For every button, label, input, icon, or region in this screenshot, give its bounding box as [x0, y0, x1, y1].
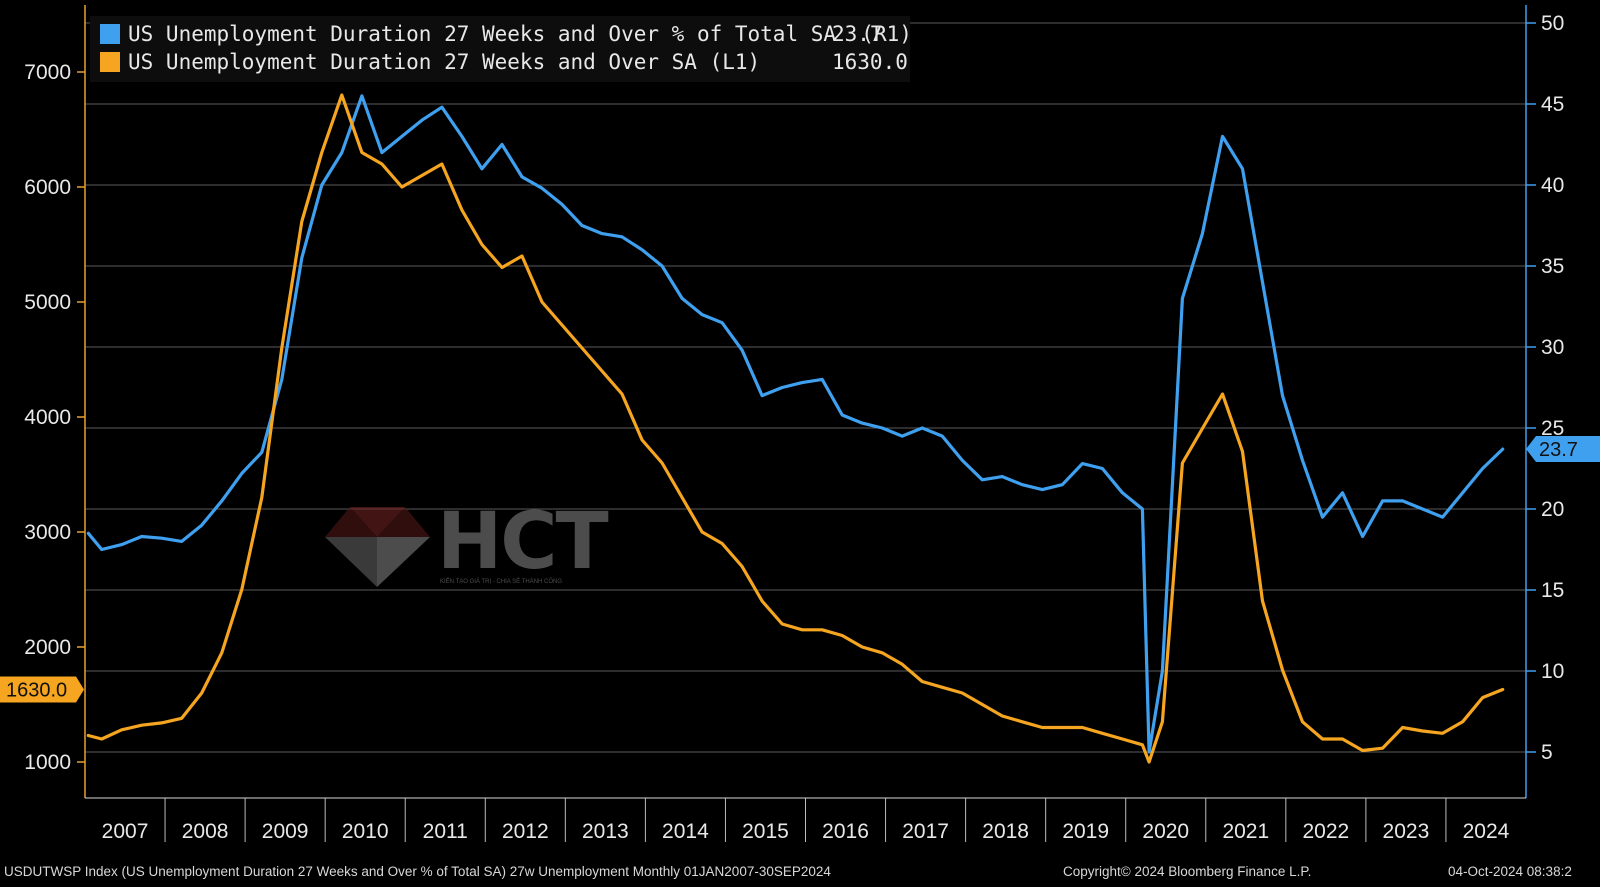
watermark-logo-icon	[325, 507, 430, 587]
legend-label-series2: US Unemployment Duration 27 Weeks and Ov…	[128, 50, 761, 74]
series-line-2	[86, 93, 1505, 764]
footer-timestamp: 04-Oct-2024 08:38:2	[1448, 864, 1572, 879]
footer-index-description: USDUTWSP Index (US Unemployment Duration…	[4, 864, 831, 879]
left-tick-label: 7000	[24, 61, 71, 84]
left-tick-label: 6000	[24, 176, 71, 199]
right-tick-label: 40	[1541, 174, 1564, 197]
left-tick-label: 2000	[24, 636, 71, 659]
x-tick-label: 2013	[582, 820, 629, 843]
left-tick-label: 4000	[24, 406, 71, 429]
right-tick-label: 45	[1541, 93, 1564, 116]
x-tick-label: 2024	[1463, 820, 1510, 843]
watermark-brand: HCT	[437, 497, 609, 587]
right-tick-label: 5	[1541, 741, 1553, 764]
left-tick-label: 5000	[24, 291, 71, 314]
legend-label-series1: US Unemployment Duration 27 Weeks and Ov…	[128, 22, 912, 46]
x-tick-label: 2016	[822, 820, 869, 843]
right-tick-label: 20	[1541, 498, 1564, 521]
watermark: HCT KIẾN TẠO GIÁ TRỊ - CHIA SẺ THÀNH CÔN…	[325, 497, 609, 597]
legend: US Unemployment Duration 27 Weeks and Ov…	[90, 16, 912, 82]
series-line-1	[86, 94, 1505, 754]
x-tick-label: 2023	[1383, 820, 1430, 843]
x-tick-label: 2019	[1062, 820, 1109, 843]
x-tick-label: 2022	[1303, 820, 1350, 843]
right-tick-label: 50	[1541, 12, 1564, 35]
series-lines	[86, 93, 1505, 764]
axes: 1000 2000 3000 4000 5000 6000 7000 5 10 15 20 25 30 3…	[24, 5, 1564, 843]
left-tick-label: 3000	[24, 521, 71, 544]
x-tick-label: 2015	[742, 820, 789, 843]
legend-value-series1: 23.7	[832, 22, 883, 46]
right-tick-label: 15	[1541, 579, 1564, 602]
x-tick-label: 2008	[182, 820, 229, 843]
legend-value-series2: 1630.0	[832, 50, 908, 74]
right-tick-label: 30	[1541, 336, 1564, 359]
series2-swatch	[100, 52, 120, 72]
right-tick-label: 35	[1541, 255, 1564, 278]
gridlines	[85, 22, 1526, 753]
left-tick-label: 1000	[24, 751, 71, 774]
x-tick-label: 2018	[982, 820, 1029, 843]
x-tick-label: 2020	[1142, 820, 1189, 843]
legend-item-series2[interactable]: US Unemployment Duration 27 Weeks and Ov…	[100, 49, 908, 75]
left-value-tag	[0, 676, 84, 703]
right-tick-label: 25	[1541, 417, 1564, 440]
right-value-tag	[1526, 436, 1600, 463]
legend-item-series1[interactable]: US Unemployment Duration 27 Weeks and Ov…	[100, 21, 912, 47]
x-tick-label: 2010	[342, 820, 389, 843]
x-tick-label: 2014	[662, 820, 709, 843]
x-tick-label: 2007	[102, 820, 149, 843]
value-tags: 1630.0 23.7	[0, 436, 1600, 703]
x-tick-label: 2017	[902, 820, 949, 843]
right-tick-label: 10	[1541, 660, 1564, 683]
watermark-tagline: KIẾN TẠO GIÁ TRỊ - CHIA SẺ THÀNH CÔNG	[440, 579, 563, 585]
series1-swatch	[100, 24, 120, 44]
right-value-tag-label: 23.7	[1539, 439, 1578, 461]
x-tick-label: 2021	[1222, 820, 1269, 843]
x-tick-label: 2012	[502, 820, 549, 843]
left-value-tag-label: 1630.0	[6, 680, 67, 702]
x-tick-label: 2009	[262, 820, 309, 843]
x-tick-label: 2011	[423, 820, 468, 843]
footer-copyright: Copyright© 2024 Bloomberg Finance L.P.	[1063, 864, 1312, 879]
